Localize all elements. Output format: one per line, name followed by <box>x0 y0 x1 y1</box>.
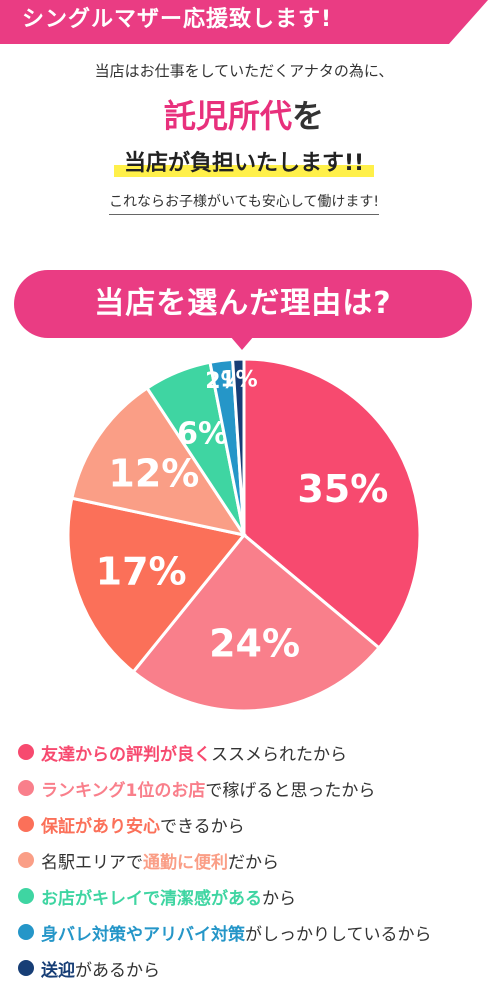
pie-slice <box>131 532 382 713</box>
pie-slice <box>66 496 247 674</box>
legend-dot-icon <box>18 816 34 832</box>
legend-dot-icon <box>18 924 34 940</box>
slice-label: 12% <box>108 451 199 495</box>
legend-highlight: 送迎 <box>41 960 75 981</box>
legend-dot-icon <box>18 744 34 760</box>
intro-line4: これならお子様がいても安心して働けます! <box>108 191 380 215</box>
legend-rest: から <box>262 888 296 909</box>
intro-line2-rest: を <box>292 97 325 135</box>
legend-rest: だから <box>228 852 279 873</box>
legend: 友達からの評判が良く ススメられたから ランキング1位のお店 で稼げると思ったから 保証… <box>18 734 488 986</box>
legend-rest: があるから <box>75 960 160 981</box>
intro-line3: 当店が負担いたします!! <box>113 145 375 177</box>
childcare-fee-text: 託児所代 <box>163 97 292 135</box>
legend-item: 名駅エリアで 通勤に便利 だから <box>18 842 488 878</box>
slice-label: 6% <box>177 417 228 452</box>
legend-highlight: 通勤に便利 <box>143 852 228 873</box>
burden-text: 当店が負担いたします!! <box>123 151 365 176</box>
pie-slice <box>242 357 422 651</box>
legend-highlight: ランキング1位のお店 <box>41 780 206 801</box>
legend-item: お店がキレイで清潔感がある から <box>18 878 488 914</box>
slice-label: 17% <box>96 549 187 593</box>
legend-highlight: お店がキレイで清潔感がある <box>41 888 262 909</box>
slice-label: 35% <box>297 467 388 511</box>
slice-label: 24% <box>209 622 300 666</box>
legend-item: 身バレ対策やアリバイ対策 がしっかりしているから <box>18 914 488 950</box>
legend-dot-icon <box>18 780 34 796</box>
legend-dot-icon <box>18 852 34 868</box>
legend-highlight: 身バレ対策やアリバイ対策 <box>41 924 245 945</box>
legend-rest: できるから <box>160 816 245 837</box>
pie-chart: 35%24%17%12%6%2%1% <box>66 357 422 713</box>
pie-slice <box>231 357 246 536</box>
reasons-heading-text: 当店を選んだ理由は? <box>94 286 392 321</box>
legend-item: 友達からの評判が良く ススメられたから <box>18 734 488 770</box>
legend-highlight: 保証があり安心 <box>41 816 160 837</box>
legend-highlight: 友達からの評判が良く <box>41 744 211 765</box>
legend-item: 送迎 があるから <box>18 950 488 986</box>
legend-rest: ススメられたから <box>211 744 347 765</box>
intro-line2: 託児所代を <box>0 91 488 137</box>
intro-section: 当店はお仕事をしていただくアナタの為に、 託児所代を 当店が負担いたします!! … <box>0 60 488 215</box>
intro-line1: 当店はお仕事をしていただくアナタの為に、 <box>94 62 394 80</box>
legend-dot-icon <box>18 960 34 976</box>
reasons-heading: 当店を選んだ理由は? <box>14 270 472 338</box>
pie-slice <box>70 385 248 538</box>
slice-label: 1% <box>220 368 257 393</box>
banner-text: シングルマザー応援致します! <box>22 7 333 32</box>
legend-dot-icon <box>18 888 34 904</box>
legend-rest: がしっかりしているから <box>245 924 432 945</box>
legend-item: 保証があり安心 できるから <box>18 806 488 842</box>
top-banner: シングルマザー応援致します! <box>0 0 488 44</box>
legend-prefix: 名駅エリアで <box>41 852 143 873</box>
legend-item: ランキング1位のお店 で稼げると思ったから <box>18 770 488 806</box>
legend-rest: で稼げると思ったから <box>205 780 376 801</box>
heading-tail <box>230 336 254 350</box>
